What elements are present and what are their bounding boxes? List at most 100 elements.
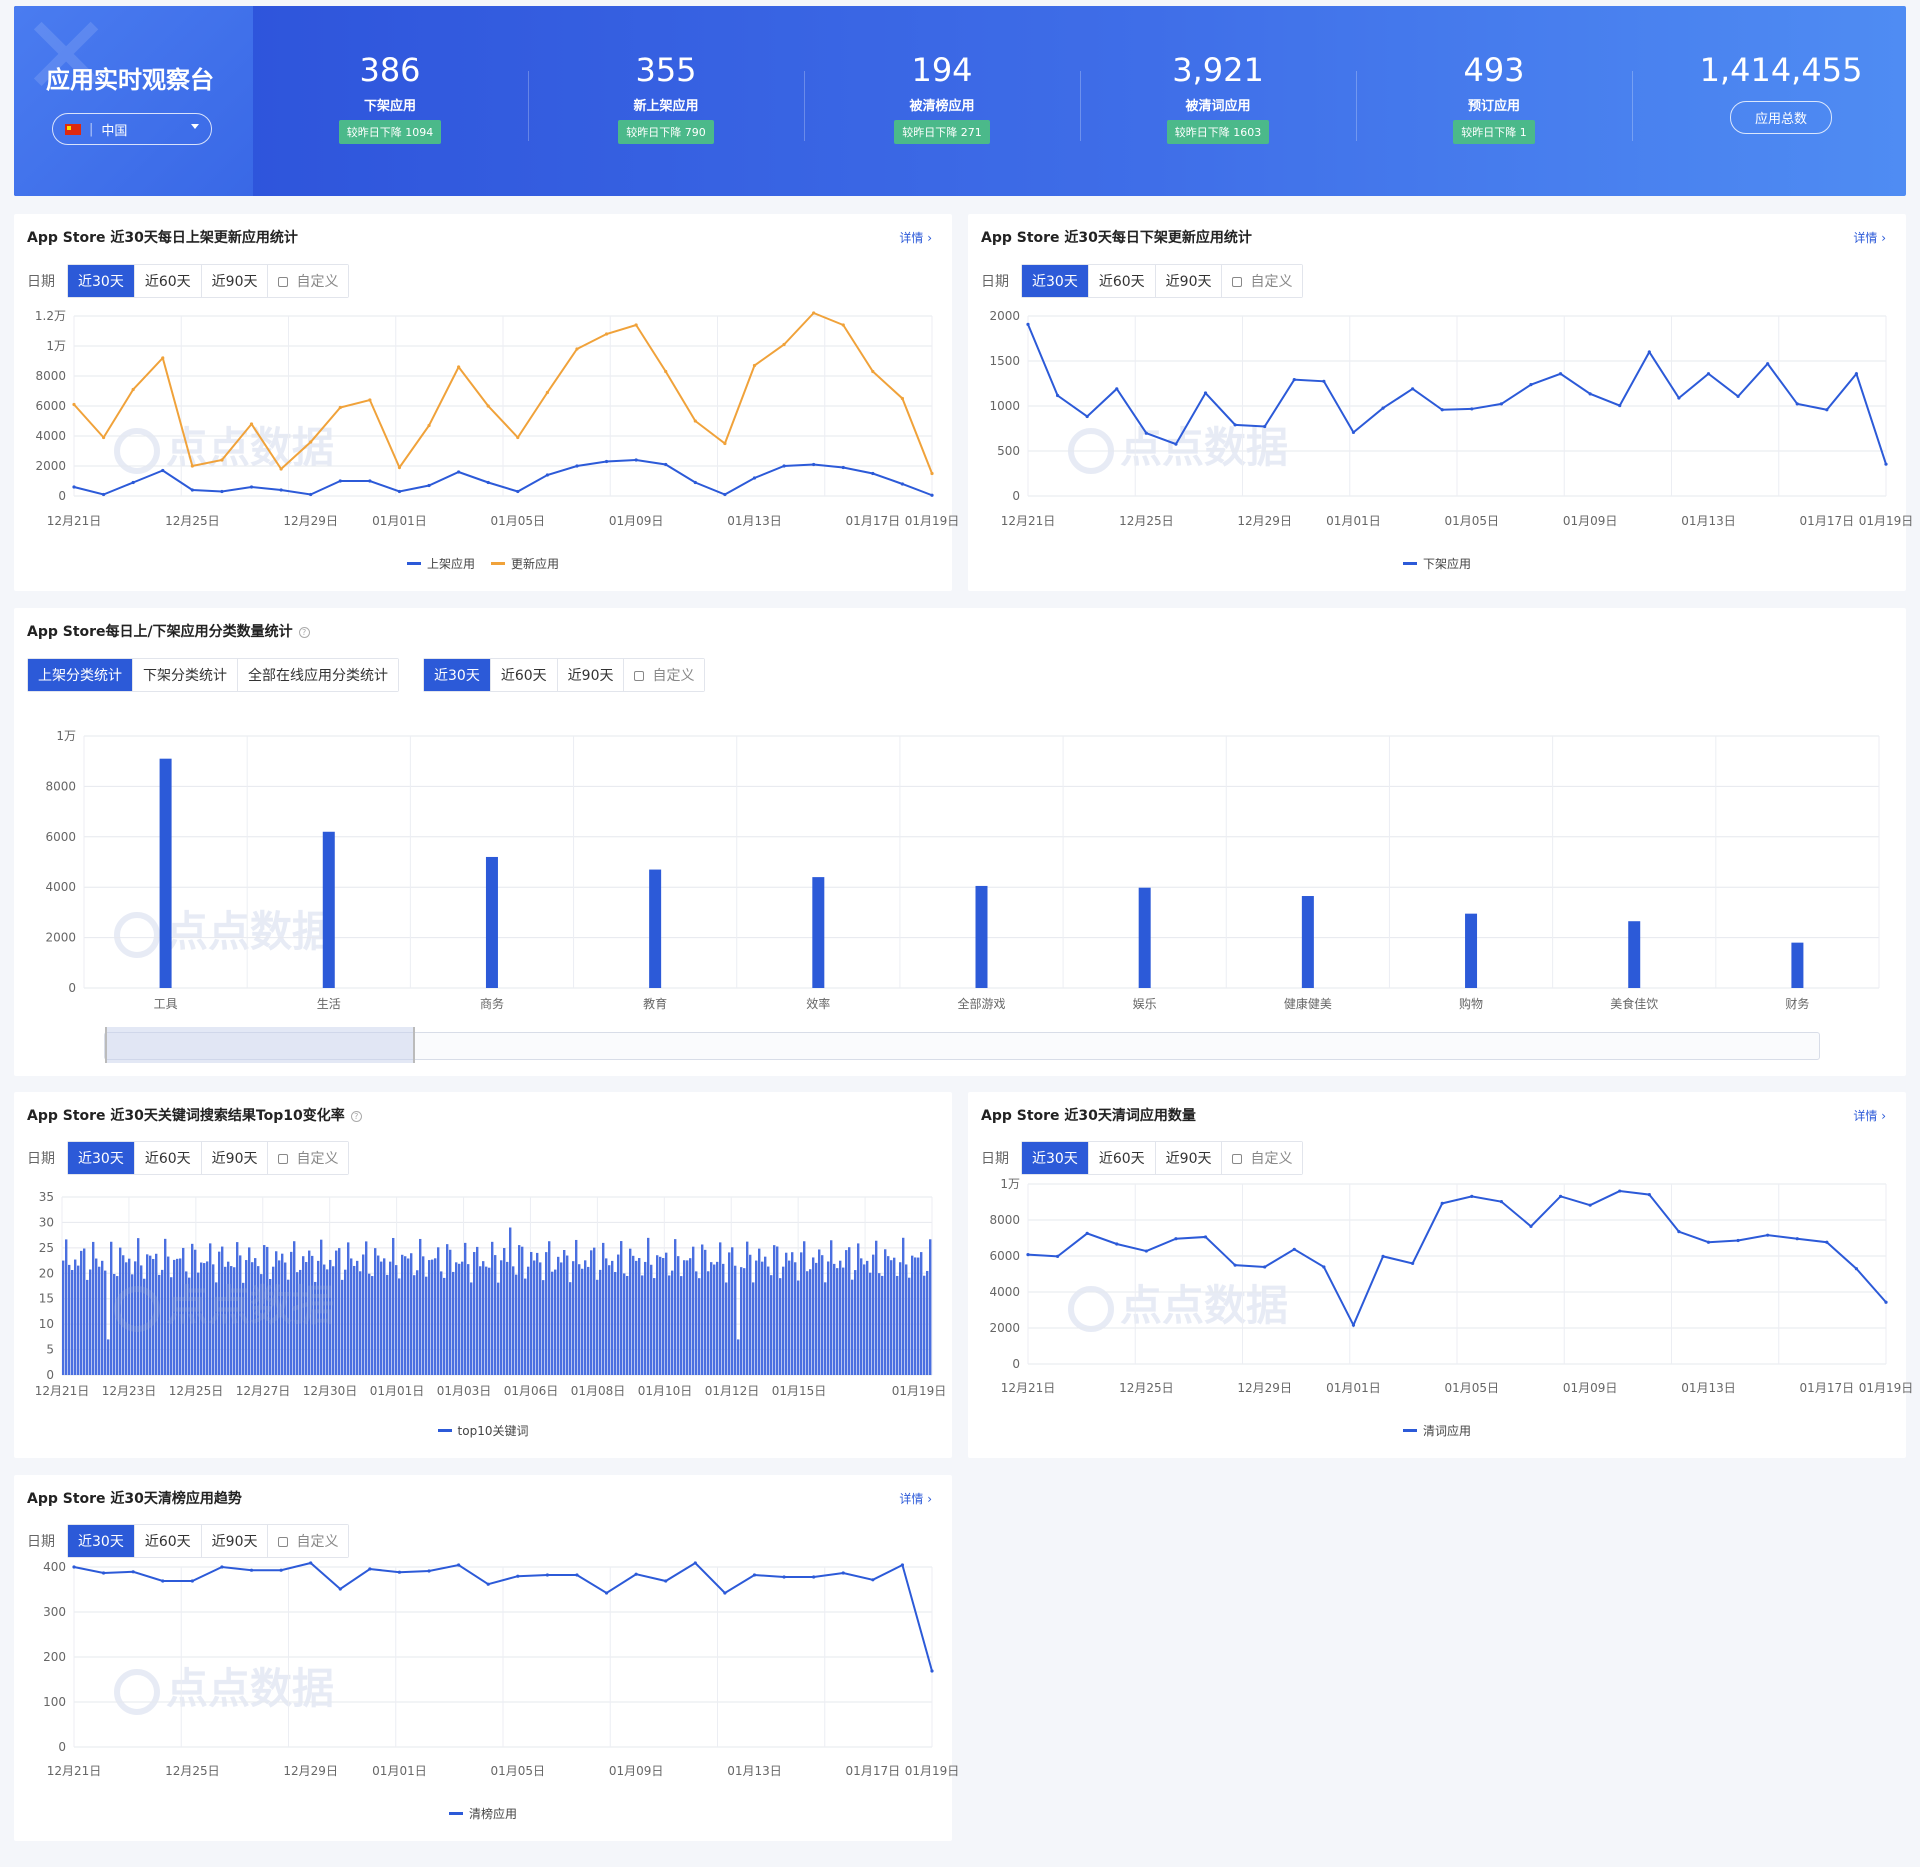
china-flag-icon [65,123,81,135]
y-tick-label: 0 [58,1740,66,1754]
y-tick-label: 10 [39,1317,54,1331]
tab-30-days[interactable]: 近30天 [1022,265,1089,297]
detail-link[interactable]: 详情 › [899,1490,932,1507]
data-point [1647,1192,1651,1197]
panel-title: App Store每日上/下架应用分类数量统计? [27,621,310,641]
data-zoom-handle[interactable] [105,1027,415,1063]
data-point [368,479,372,483]
keyword-bar [113,1273,116,1375]
stat-preorder[interactable]: 493 预订应用 较昨日下降 1 [1394,51,1594,144]
region-select[interactable]: | 中国 [52,113,212,145]
panel-title: App Store 近30天关键词搜索结果Top10变化率? [27,1105,362,1125]
chart-legend: 上架应用 更新应用 [14,555,952,572]
keyword-bar [617,1254,620,1375]
keyword-bar [722,1263,725,1375]
y-tick-label: 1万 [56,729,76,743]
tab-30-days[interactable]: 近30天 [68,265,135,297]
help-icon[interactable]: ? [350,1111,362,1122]
keyword-bar [233,1267,236,1375]
keyword-bar [797,1280,800,1375]
legend-item-listed[interactable]: 上架应用 [406,555,475,572]
tab-30-days[interactable]: 近30天 [68,1142,135,1174]
keyword-bar [767,1266,770,1375]
data-point [782,464,786,468]
tab-custom-range[interactable]: 自定义 [1222,265,1303,297]
detail-link[interactable]: 详情 › [1853,229,1886,246]
data-point [427,423,431,428]
keyword-bar [662,1258,665,1375]
keyword-bar [671,1270,674,1375]
tab-90-days[interactable]: 近90天 [201,1142,269,1174]
keyword-bar [497,1282,500,1375]
keyword-bar [923,1275,926,1375]
tab-90-days[interactable]: 近90天 [1155,265,1223,297]
keyword-bar [758,1248,761,1375]
keyword-bar [359,1271,362,1375]
x-tick-label: 01月01日 [370,1384,425,1398]
data-point [1174,1237,1178,1241]
stat-new-listed[interactable]: 355 新上架应用 较昨日下降 790 [566,51,766,144]
tab-60-days[interactable]: 近60天 [490,659,558,691]
tab-listed-category[interactable]: 上架分类统计 [28,659,133,691]
keyword-bar [755,1260,758,1375]
tab-delisted-category[interactable]: 下架分类统计 [133,659,238,691]
detail-link[interactable]: 详情 › [899,229,932,246]
calendar-icon [278,277,289,287]
tab-custom-range[interactable]: 自定义 [268,1142,349,1174]
legend-item-chart-cleared[interactable]: 清榜应用 [448,1805,517,1822]
data-point [101,435,106,440]
tab-60-days[interactable]: 近60天 [134,1525,202,1557]
tab-all-online-category[interactable]: 全部在线应用分类统计 [238,659,398,691]
detail-link[interactable]: 详情 › [1853,1107,1886,1124]
tab-custom-range[interactable]: 自定义 [268,265,349,297]
data-zoom-slider[interactable] [104,1027,1820,1063]
data-point [693,480,697,485]
tab-30-days[interactable]: 近30天 [424,659,491,691]
tab-custom-range[interactable]: 自定义 [268,1525,349,1557]
data-point [723,441,727,446]
tab-60-days[interactable]: 近60天 [1088,1142,1156,1174]
keyword-bar [350,1258,353,1375]
stat-chart-cleared[interactable]: 194 被清榜应用 较昨日下降 271 [842,51,1042,144]
tab-90-days[interactable]: 近90天 [201,1525,269,1557]
data-point [486,404,490,408]
help-icon[interactable]: ? [298,627,310,638]
legend-label: 清榜应用 [468,1807,517,1821]
legend-label: 上架应用 [426,557,475,571]
tab-90-days[interactable]: 近90天 [557,659,625,691]
tab-custom-range[interactable]: 自定义 [1222,1142,1303,1174]
keyword-bar [641,1275,644,1375]
keyword-bar [887,1256,890,1375]
keyword-bar [371,1276,374,1375]
total-apps-button[interactable]: 应用总数 [1729,101,1832,134]
keyword-bar [710,1262,713,1375]
data-point [930,471,934,476]
keyword-bar [515,1274,518,1375]
legend-item-top10[interactable]: top10关键词 [437,1422,528,1439]
keyword-bar [611,1260,614,1375]
tab-60-days[interactable]: 近60天 [134,1142,202,1174]
keyword-bar [563,1249,566,1375]
legend-item-cleared[interactable]: 清词应用 [1402,1422,1471,1439]
keyword-bar [137,1238,140,1375]
tab-60-days[interactable]: 近60天 [1088,265,1156,297]
tab-90-days[interactable]: 近90天 [1155,1142,1223,1174]
legend-item-updated[interactable]: 更新应用 [491,555,559,572]
keyword-bar [575,1239,578,1375]
stat-delisted[interactable]: 386 下架应用 较昨日下降 1094 [290,51,490,144]
header-brand-panel: ✕ 应用实时观察台 | 中国 [14,6,253,196]
tab-90-days[interactable]: 近90天 [201,265,269,297]
legend-swatch [1402,1429,1417,1432]
data-point [575,347,579,351]
tab-30-days[interactable]: 近30天 [1022,1142,1089,1174]
x-tick-label: 健康健美 [1284,996,1332,1011]
data-point [1351,1323,1356,1327]
tab-30-days[interactable]: 近30天 [68,1525,135,1557]
legend-item-delisted[interactable]: 下架应用 [1402,555,1471,572]
data-point [1203,391,1208,395]
chevron-right-icon: › [1881,1109,1886,1123]
tab-60-days[interactable]: 近60天 [134,265,202,297]
stat-keyword-cleared[interactable]: 3,921 被清词应用 较昨日下降 1603 [1118,51,1318,144]
calendar-icon [278,1154,289,1164]
tab-custom-range[interactable]: 自定义 [624,659,705,691]
